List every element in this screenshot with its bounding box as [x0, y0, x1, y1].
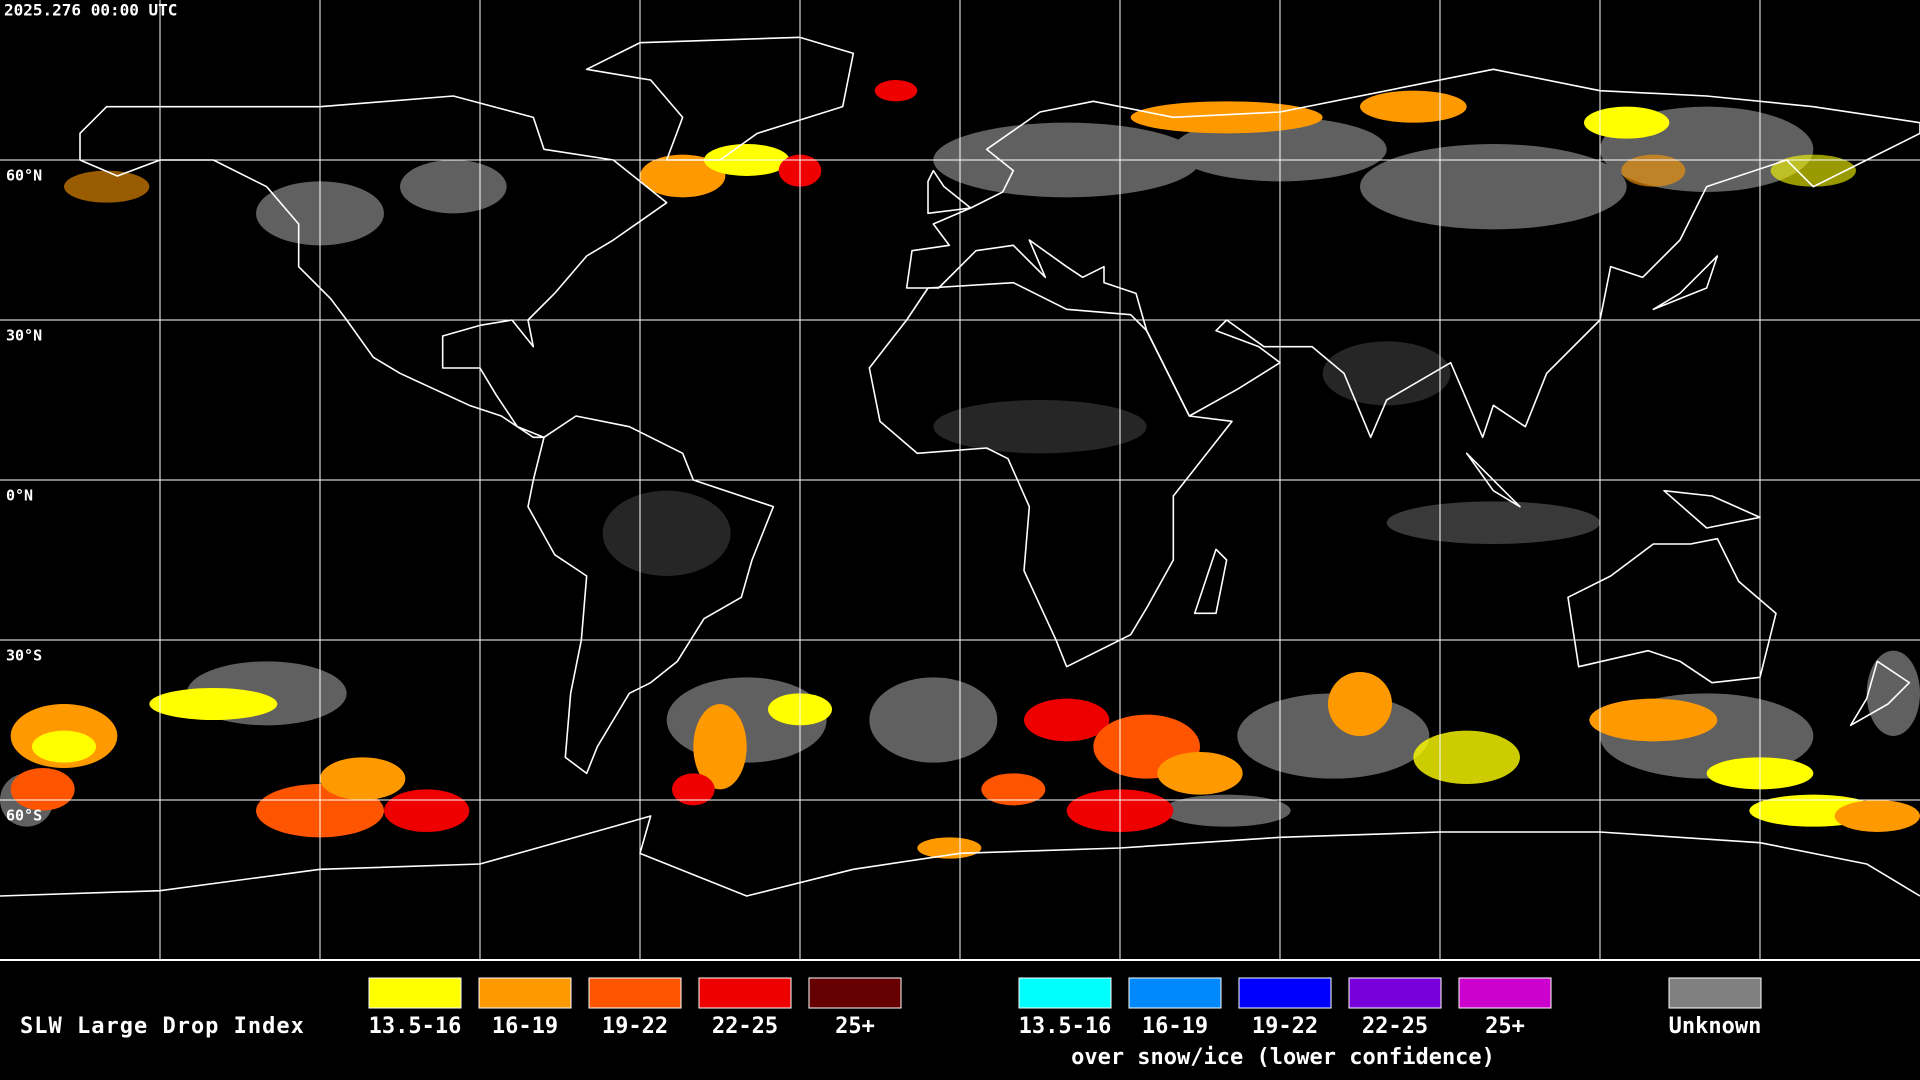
- map-shape: [874, 80, 918, 102]
- map-shape: [602, 490, 731, 576]
- map-shape: [1327, 671, 1392, 736]
- latitude-label: 0°N: [6, 487, 33, 505]
- legend-label: 22-25: [1362, 1014, 1428, 1039]
- map-shape: [1583, 106, 1670, 139]
- map-shape: [1322, 341, 1451, 406]
- latitude-label: 30°S: [6, 647, 42, 665]
- map-shape: [1157, 751, 1243, 795]
- map-shape: [10, 767, 75, 811]
- legend-swatch: [368, 977, 462, 1009]
- coastline: [869, 283, 1232, 667]
- map-shape: [1621, 154, 1686, 187]
- latitude-label: 60°N: [6, 167, 42, 185]
- legend-swatch: [1238, 977, 1332, 1009]
- map-shape: [933, 400, 1147, 454]
- map-shape: [1386, 501, 1600, 544]
- legend-label: 19-22: [1252, 1014, 1318, 1039]
- map-shape: [640, 154, 726, 198]
- map-shape: [1359, 90, 1467, 123]
- legend-label: 25+: [835, 1014, 875, 1039]
- map-shape: [400, 160, 507, 214]
- legend-label: 25+: [1485, 1014, 1525, 1039]
- map-shape: [1130, 101, 1323, 134]
- map-shape: [1162, 794, 1291, 827]
- coastline: [928, 171, 971, 214]
- map-shape: [981, 773, 1046, 806]
- legend-label: 22-25: [712, 1014, 778, 1039]
- map-shape: [1866, 650, 1920, 736]
- legend-label: 16-19: [492, 1014, 558, 1039]
- map-shape: [384, 789, 470, 832]
- legend-swatch: [1018, 977, 1112, 1009]
- map-shape: [149, 687, 278, 720]
- map-shape: [1023, 698, 1110, 742]
- legend-label: Unknown: [1669, 1014, 1762, 1039]
- coastline: [528, 416, 773, 773]
- coastline: [0, 816, 1920, 896]
- legend-swatch: [1458, 977, 1552, 1009]
- map-shape: [64, 170, 150, 203]
- snow-ice-note: over snow/ice (lower confidence): [1071, 1045, 1495, 1070]
- legend-label: 13.5-16: [369, 1014, 462, 1039]
- coastline: [1195, 549, 1227, 613]
- coastline: [1851, 661, 1910, 725]
- coastline: [1568, 539, 1776, 683]
- legend-swatch: [588, 977, 682, 1009]
- map-shape: [1359, 144, 1627, 230]
- timestamp: 2025.276 00:00 UTC: [4, 1, 177, 20]
- map-shape: [869, 677, 998, 763]
- legend-swatch: [1348, 977, 1442, 1009]
- legend-label: 19-22: [602, 1014, 668, 1039]
- map-shape: [672, 773, 715, 806]
- map-shape: [1770, 154, 1856, 187]
- legend-label: 13.5-16: [1019, 1014, 1112, 1039]
- latitude-label: 30°N: [6, 327, 42, 345]
- map-shape: [320, 757, 406, 800]
- legend-swatch: [478, 977, 572, 1009]
- legend-swatch: [698, 977, 792, 1009]
- legend-swatch: [1668, 977, 1762, 1009]
- map: [0, 0, 1920, 960]
- map-shape: [1834, 799, 1920, 832]
- legend-swatch: [1128, 977, 1222, 1009]
- legend-title: SLW Large Drop Index: [20, 1014, 305, 1039]
- legend-swatch: [808, 977, 902, 1009]
- coastline: [1653, 256, 1717, 309]
- coastline: [907, 69, 1920, 437]
- map-shape: [32, 730, 97, 763]
- map-shape: [1413, 730, 1520, 784]
- legend-label: 16-19: [1142, 1014, 1208, 1039]
- map-border: [0, 959, 1920, 961]
- latitude-label: 60°S: [6, 807, 42, 825]
- graticule: [0, 0, 1920, 960]
- map-shape: [693, 703, 747, 790]
- map-shape: [1589, 698, 1718, 742]
